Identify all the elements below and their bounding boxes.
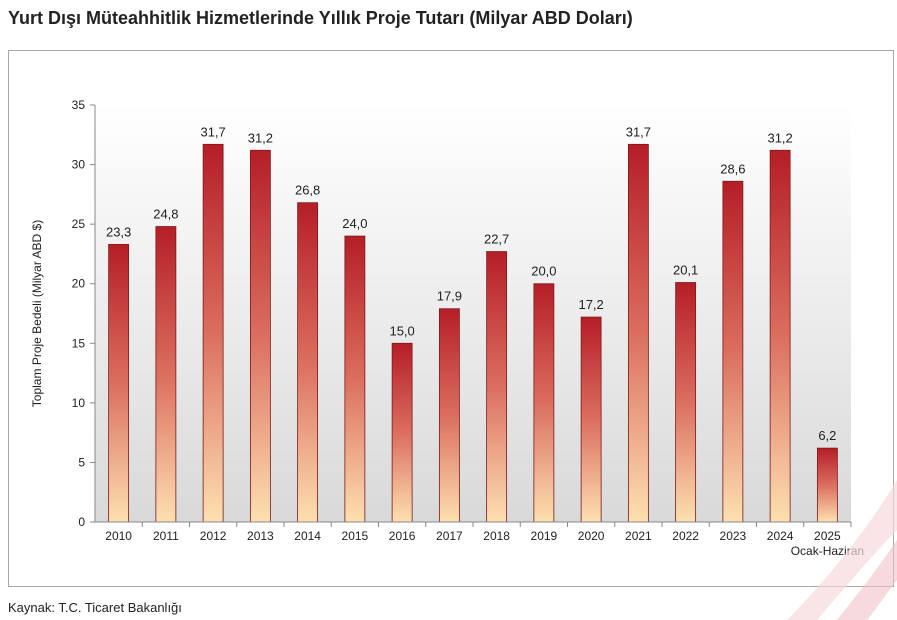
x-tick-label-2014: 2014	[294, 529, 321, 543]
data-label-2019: 20,0	[531, 264, 556, 279]
x-tick-label-2011: 2011	[153, 529, 179, 543]
x-tick-label-2010: 2010	[105, 529, 132, 543]
x-tick-label-2022: 2022	[672, 529, 699, 543]
data-label-2010: 23,3	[106, 224, 131, 239]
bar-2023	[722, 180, 744, 523]
data-label-2011: 24,8	[153, 207, 178, 222]
bar-2018	[486, 251, 508, 523]
bar-2017	[438, 308, 460, 523]
data-label-2025: 6,2	[818, 428, 836, 443]
bar-2015	[344, 235, 366, 523]
bar-2012	[202, 143, 224, 523]
data-label-2013: 31,2	[248, 130, 273, 145]
x-tick-label-2021: 2021	[625, 529, 652, 543]
page-title: Yurt Dışı Müteahhitlik Hizmetlerinde Yıl…	[8, 8, 633, 28]
y-tick-label: 10	[72, 396, 86, 410]
y-tick-label: 30	[72, 158, 86, 172]
x-tick-label-2016: 2016	[389, 529, 416, 543]
x-tick-label-2017: 2017	[436, 529, 463, 543]
bar-2014	[297, 202, 319, 523]
y-tick-label: 35	[72, 98, 86, 112]
bar-2022	[675, 282, 697, 523]
x-tick-label-2015: 2015	[342, 529, 369, 543]
data-label-2016: 15,0	[389, 323, 414, 338]
y-tick-label: 20	[72, 277, 86, 291]
data-label-2017: 17,9	[437, 289, 462, 304]
data-label-2021: 31,7	[626, 124, 651, 139]
y-tick-label: 0	[78, 515, 85, 529]
bar-2020	[580, 316, 602, 523]
data-label-2015: 24,0	[342, 216, 367, 231]
data-label-2018: 22,7	[484, 232, 509, 247]
data-label-2014: 26,8	[295, 183, 320, 198]
decorative-swoosh	[787, 480, 897, 620]
data-label-2024: 31,2	[767, 130, 792, 145]
y-axis-title: Toplam Proje Bedeli (Milyar ABD $)	[30, 220, 44, 407]
chart-frame: 0 5 10 15 20 25 30 35 23,3 24,8 31,7 31,2 26,8 24,0 1…	[8, 50, 894, 587]
bar-2021	[627, 143, 649, 523]
bars: 23,3 24,8 31,7 31,2 26,8 24,0 15,0 17,9 22,7 20,0…	[106, 124, 838, 523]
data-label-2023: 28,6	[720, 161, 745, 176]
x-tick-label-2012: 2012	[200, 529, 227, 543]
x-tick-label-2020: 2020	[578, 529, 605, 543]
x-tick-label-2023: 2023	[720, 529, 747, 543]
source-note: Kaynak: T.C. Ticaret Bakanlığı	[8, 600, 182, 615]
data-label-2012: 31,7	[200, 124, 225, 139]
bar-2013	[249, 149, 271, 523]
data-label-2020: 17,2	[578, 297, 603, 312]
x-tick-label-2019: 2019	[531, 529, 558, 543]
y-tick-label: 15	[72, 336, 86, 350]
y-axis-ticks: 0 5 10 15 20 25 30 35	[72, 98, 95, 529]
bar-2010	[108, 243, 130, 523]
x-tick-label-2013: 2013	[247, 529, 274, 543]
x-tick-label-2025: 2025	[814, 529, 841, 543]
y-tick-label: 5	[78, 455, 85, 469]
y-tick-label: 25	[72, 217, 86, 231]
x-axis-ticks: 2010 2011 2012 2013 2014 2015 2016 2017 2018 2019…	[105, 522, 864, 558]
bar-2016	[391, 342, 413, 523]
bar-2011	[155, 226, 177, 523]
bar-2024	[769, 149, 791, 523]
data-label-2022: 20,1	[673, 263, 698, 278]
x-tick-label-2024: 2024	[767, 529, 794, 543]
bar-2019	[533, 283, 555, 523]
x-tick-label-2018: 2018	[483, 529, 510, 543]
